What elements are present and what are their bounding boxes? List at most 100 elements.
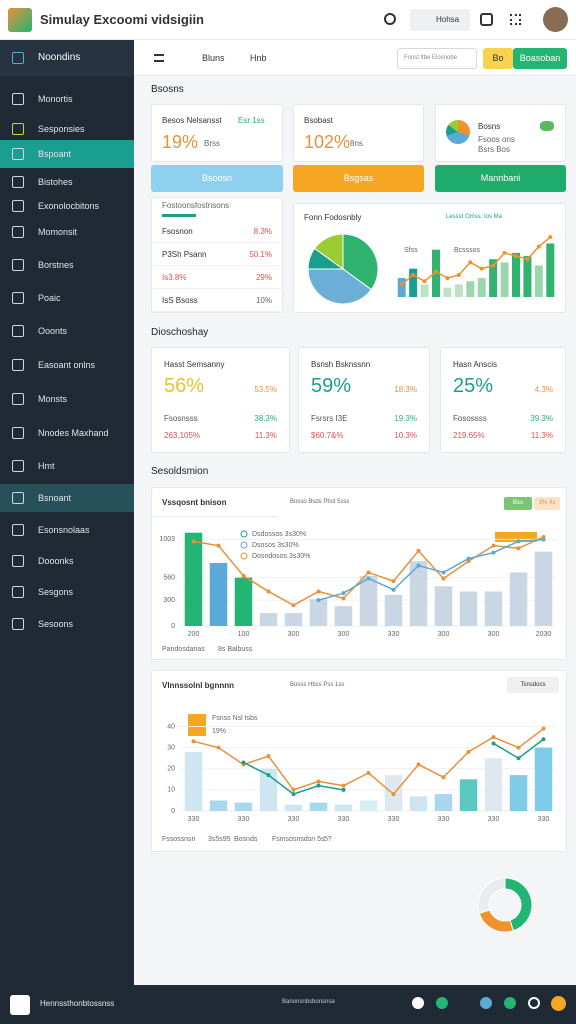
search-input[interactable]: Fonst ltbe Elosnobe (397, 48, 477, 69)
legend-label: Dsosos 3s30% (252, 542, 299, 549)
menu-item[interactable]: Exonolocbitons (0, 192, 134, 220)
menu-item[interactable]: Momonsit (0, 218, 134, 246)
kpi-title: Bsnsh Bsknssnn (311, 360, 371, 369)
map-icon (540, 121, 554, 131)
card-sub: 8ns (350, 139, 363, 148)
button[interactable]: Boasoban (513, 48, 567, 69)
kpi-value: 25% (453, 375, 494, 397)
menu-item[interactable]: Monortis (0, 85, 134, 113)
kpi-value: 56% (164, 375, 205, 397)
bar (409, 561, 428, 626)
menu-item[interactable]: Esonsnolaas (0, 516, 134, 544)
y-tick-label: 560 (163, 574, 175, 581)
card-title: Bsobast (304, 116, 333, 125)
menu-item[interactable]: Dooonks (0, 547, 134, 575)
menu-item[interactable]: Monsts (0, 385, 134, 413)
bar (397, 278, 406, 297)
tray-icon[interactable] (480, 997, 492, 1009)
icon (12, 93, 24, 105)
filter[interactable]: Tsnsdocs (507, 677, 559, 693)
chart: Sfss Bcsssos (307, 233, 555, 305)
tray-icon[interactable] (504, 997, 516, 1009)
list-row: IsS Bsoss 10% (152, 289, 282, 312)
tag[interactable]: Bss (504, 497, 532, 510)
menu-item[interactable]: Hmt (0, 452, 134, 480)
callout-swatch (188, 714, 206, 736)
tray-icon[interactable] (436, 997, 448, 1009)
point (341, 591, 346, 596)
point (548, 235, 553, 240)
avatar[interactable] (543, 7, 568, 32)
chat-icon[interactable] (480, 13, 493, 26)
top-bar: Simulay Excoomi vidsigiin Hohsa (0, 0, 576, 40)
tray-icon[interactable] (551, 996, 566, 1011)
card-title: Bosns (478, 122, 501, 131)
tray-icon[interactable] (528, 997, 540, 1009)
chart: Fsnss Nsl tsbs 19% Fssossnsn 3s5s95 Bosn… (162, 714, 556, 843)
mini-pie (446, 120, 470, 144)
bar (509, 572, 528, 626)
toolbar: Bluns Hnb Fonst ltbe Elosnobe Bo Boasoba… (134, 40, 576, 76)
kpi-row-value: 10.3% (394, 431, 417, 440)
menu-item[interactable]: Ooonts (0, 317, 134, 345)
sidebar-title: Noondins (0, 40, 134, 76)
icon (12, 359, 24, 371)
user-chip[interactable]: Hohsa (410, 9, 470, 31)
menu-link[interactable]: Bluns (202, 53, 225, 63)
action-button[interactable]: Mannbani (435, 165, 566, 192)
notify-icon[interactable] (384, 13, 396, 25)
kpi-row-label: Fsrsrs I3E (311, 414, 348, 423)
menu-item[interactable]: Bspoant (0, 140, 134, 168)
menu-item[interactable]: Sesgons (0, 578, 134, 606)
menu-item[interactable]: Sesoons (0, 610, 134, 638)
menu-item[interactable]: Poaic (0, 284, 134, 312)
card-value: 19% (162, 132, 199, 152)
y-tick-label: 1003 (159, 536, 175, 543)
logo (8, 8, 32, 32)
legend-label: Bcsssos (454, 247, 481, 254)
point (391, 579, 396, 584)
icon (12, 259, 24, 271)
bar (420, 284, 429, 297)
grid-icon[interactable] (510, 14, 521, 25)
menu-item[interactable]: Nnodes Maxhand (0, 419, 134, 447)
hamburger[interactable] (154, 54, 164, 62)
menu-item[interactable]: Easoant onlns (0, 351, 134, 379)
point (291, 792, 296, 797)
point (541, 726, 546, 731)
menu-label: Monortis (38, 94, 73, 104)
icon (12, 123, 24, 135)
y-tick-label: 10 (167, 787, 175, 794)
tray-icon[interactable] (412, 997, 424, 1009)
menu-item[interactable]: Bistohes (0, 168, 134, 196)
button[interactable]: Bo (483, 48, 513, 69)
action-button[interactable]: Bsgsas (293, 165, 424, 192)
point (541, 737, 546, 742)
stat-card: Besos Nelsansst Esr 1ss 19% Brss (151, 104, 283, 162)
menu-label: Bspoant (38, 149, 72, 159)
menu-link[interactable]: Hnb (250, 53, 267, 63)
slice (313, 233, 344, 270)
bar (234, 802, 253, 811)
kpi-aside: 18.3% (394, 385, 417, 394)
x-tick-label: 330 (188, 816, 200, 823)
legend-label: Dosndosos 3s30% (252, 553, 310, 560)
menu-item[interactable]: Bsnoant (0, 484, 134, 512)
menu-label: Esonsnolaas (38, 525, 90, 535)
chart-foot: Fssossnsn (162, 836, 196, 843)
card-value: 102% (304, 132, 351, 152)
point (341, 787, 346, 792)
point (366, 576, 371, 581)
tag[interactable]: 3% 4s (534, 497, 560, 510)
action-button[interactable]: Bsoosn (151, 165, 283, 192)
menu-item[interactable]: Borstnes (0, 251, 134, 279)
menu-label: Dooonks (38, 556, 74, 566)
sidebar: Noondins Monortis Sesponsies Bspoant Bistoh… (0, 40, 134, 985)
menu-label: Monsts (38, 394, 68, 404)
bar (334, 606, 353, 626)
point (366, 570, 371, 575)
icon (12, 618, 24, 630)
menu-item[interactable]: Sesponsies (0, 115, 134, 143)
kpi-row-label: Fsosnsss (164, 414, 198, 423)
icon (12, 176, 24, 188)
